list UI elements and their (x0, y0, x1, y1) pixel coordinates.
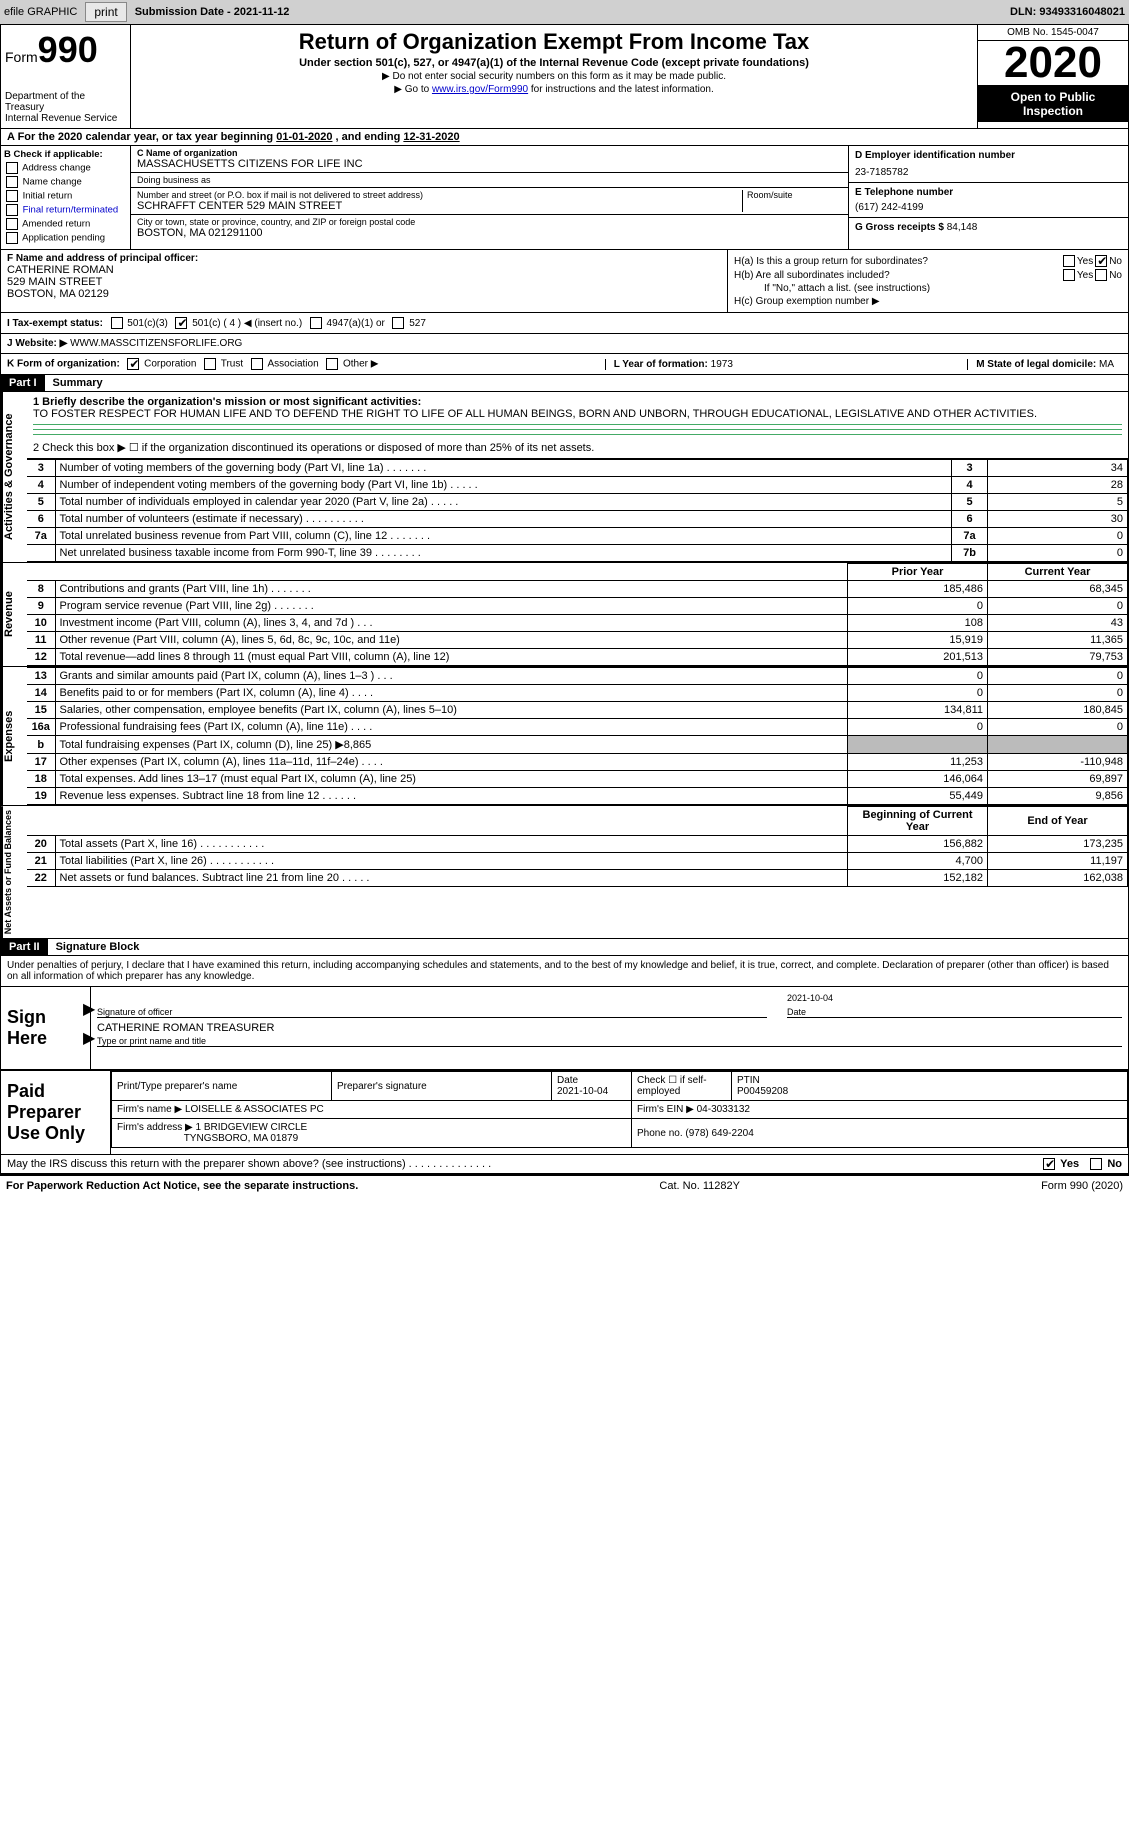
side-netassets: Net Assets or Fund Balances (1, 806, 27, 938)
top-toolbar: efile GRAPHIC print Submission Date - 20… (0, 0, 1129, 24)
form-subtitle: Under section 501(c), 527, or 4947(a)(1)… (135, 57, 973, 69)
firm-name: LOISELLE & ASSOCIATES PC (185, 1104, 324, 1115)
side-expenses: Expenses (1, 667, 27, 805)
firm-ein: 04-3033132 (697, 1104, 750, 1115)
section-b: B Check if applicable: Address change Na… (1, 146, 131, 249)
form-note-ssn: ▶ Do not enter social security numbers o… (135, 71, 973, 82)
form-year-block: OMB No. 1545-0047 2020 Open to Public In… (978, 25, 1128, 128)
form-footer: For Paperwork Reduction Act Notice, see … (0, 1174, 1129, 1196)
phone: (617) 242-4199 (855, 202, 1122, 213)
section-f: F Name and address of principal officer:… (1, 250, 728, 312)
section-deg: D Employer identification number 23-7185… (848, 146, 1128, 249)
form-header: Form990 Department of the Treasury Inter… (0, 24, 1129, 129)
form-id-block: Form990 Department of the Treasury Inter… (1, 25, 131, 128)
irs-link[interactable]: www.irs.gov/Form990 (432, 84, 528, 95)
expenses-section: Expenses 13Grants and similar amounts pa… (0, 667, 1129, 806)
org-street: SCHRAFFT CENTER 529 MAIN STREET (137, 200, 742, 212)
officer-name: CATHERINE ROMAN (7, 264, 721, 276)
sign-here-label: Sign Here (1, 987, 91, 1069)
part2-header: Part II Signature Block (0, 939, 1129, 956)
section-c: C Name of organization MASSACHUSETTS CIT… (131, 146, 848, 249)
firm-phone: (978) 649-2204 (685, 1128, 753, 1139)
dept-treasury: Department of the Treasury Internal Reve… (5, 91, 126, 124)
side-governance: Activities & Governance (1, 392, 27, 562)
efile-label: efile GRAPHIC (4, 6, 77, 18)
part1-header: Part I Summary (0, 375, 1129, 392)
paid-preparer-section: Paid Preparer Use Only Print/Type prepar… (1, 1069, 1128, 1154)
org-name: MASSACHUSETTS CITIZENS FOR LIFE INC (137, 158, 842, 170)
netassets-table: Beginning of Current YearEnd of Year20To… (27, 806, 1128, 887)
revenue-section: Revenue Prior YearCurrent Year8Contribut… (0, 563, 1129, 667)
submission-date: Submission Date - 2021-11-12 (135, 6, 290, 18)
tax-year: 2020 (978, 41, 1128, 86)
paid-preparer-label: Paid Preparer Use Only (1, 1071, 111, 1154)
org-info-block: B Check if applicable: Address change Na… (0, 146, 1129, 250)
section-j: J Website: ▶ WWW.MASSCITIZENSFORLIFE.ORG (0, 334, 1129, 354)
mission-text: TO FOSTER RESPECT FOR HUMAN LIFE AND TO … (33, 408, 1122, 420)
open-public-badge: Open to Public Inspection (978, 86, 1128, 122)
section-k: K Form of organization: Corporation Trus… (0, 354, 1129, 375)
revenue-table: Prior YearCurrent Year8Contributions and… (27, 563, 1128, 666)
side-revenue: Revenue (1, 563, 27, 666)
website: WWW.MASSCITIZENSFORLIFE.ORG (70, 338, 242, 349)
gross-receipts: 84,148 (947, 222, 978, 233)
governance-section: Activities & Governance 1 Briefly descri… (0, 392, 1129, 563)
discuss-irs-row: May the IRS discuss this return with the… (0, 1155, 1129, 1174)
governance-table: 3Number of voting members of the governi… (27, 459, 1128, 562)
form-title: Return of Organization Exempt From Incom… (135, 29, 973, 55)
officer-print-name: CATHERINE ROMAN TREASURER (97, 1022, 274, 1034)
print-button[interactable]: print (85, 2, 126, 22)
section-h: H(a) Is this a group return for subordin… (728, 250, 1128, 312)
ptin: P00459208 (737, 1086, 788, 1097)
ein: 23-7185782 (855, 167, 1122, 178)
dln: DLN: 93493316048021 (1010, 6, 1125, 18)
expenses-table: 13Grants and similar amounts paid (Part … (27, 667, 1128, 805)
officer-h-row: F Name and address of principal officer:… (0, 250, 1129, 313)
form-title-block: Return of Organization Exempt From Incom… (131, 25, 978, 128)
netassets-section: Net Assets or Fund Balances Beginning of… (0, 806, 1129, 939)
section-i: I Tax-exempt status: 501(c)(3) 501(c) ( … (0, 313, 1129, 334)
org-city: BOSTON, MA 021291100 (137, 227, 842, 239)
declaration-text: Under penalties of perjury, I declare th… (1, 956, 1128, 987)
signature-block: Under penalties of perjury, I declare th… (0, 956, 1129, 1155)
tax-period: A For the 2020 calendar year, or tax yea… (0, 129, 1129, 146)
form-note-link: ▶ Go to www.irs.gov/Form990 for instruct… (135, 84, 973, 95)
